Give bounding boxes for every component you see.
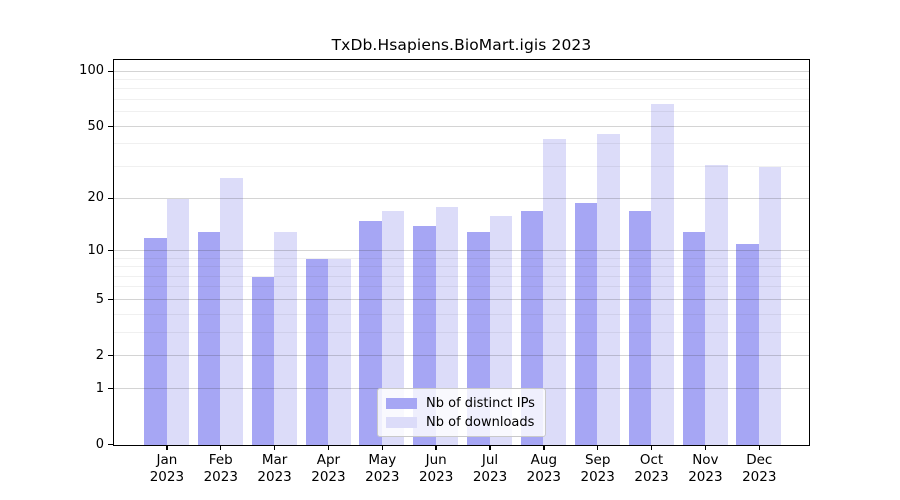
gridline-minor [114,286,809,288]
legend-swatch-distinct-ips [386,397,417,409]
gridline-minor [114,143,809,145]
bar-distinct-ips [736,244,759,445]
gridline-major [114,125,809,127]
x-tick-label: Jul 2023 [472,452,508,485]
gridline-minor [114,166,809,167]
bar-downloads [435,206,459,445]
bar-downloads [220,178,243,445]
legend: Nb of distinct IPs Nb of downloads [377,388,546,437]
gridline-major [114,249,809,251]
bar-downloads [489,215,513,445]
x-tick-label: May 2023 [365,452,400,485]
gridline-minor [114,78,809,80]
bar-distinct-ips [251,276,275,445]
gridline-major [114,354,809,356]
bar-downloads [328,258,351,445]
legend-label-downloads: Nb of downloads [426,414,535,430]
legend-label-distinct-ips: Nb of distinct IPs [426,395,535,411]
x-tick-mark [704,446,707,450]
y-tick-mark [108,443,113,446]
y-tick-mark [108,299,113,301]
bar-downloads [705,164,728,445]
gridline-minor [114,98,809,100]
bar-downloads [597,133,620,445]
y-tick-mark [108,197,113,200]
y-tick-mark [108,387,113,390]
x-tick-label: Oct 2023 [634,452,669,485]
legend-swatch-downloads [386,416,417,428]
x-tick-mark [166,446,168,450]
x-tick-label: Dec 2023 [742,452,777,485]
bar-downloads [651,103,674,445]
gridline-minor [114,88,809,90]
x-tick-label: Sep 2023 [580,452,615,485]
bar-distinct-ips [682,231,705,445]
x-tick-label: Mar 2023 [257,452,292,485]
x-tick-label: Nov 2023 [688,452,723,485]
y-tick-label: 0 [95,436,104,452]
x-tick-mark [597,446,599,450]
gridline-minor [114,257,809,259]
x-tick-mark [435,446,437,450]
gridline-minor [114,275,809,277]
y-tick-label: 1 [95,380,104,396]
chart-title: TxDb.Hsapiens.BioMart.igis 2023 [331,36,592,54]
gridline-minor [114,111,809,113]
x-tick-label: Jan 2023 [149,452,185,485]
bar-distinct-ips [628,211,652,445]
bar-downloads [274,231,297,445]
x-tick-mark [273,446,276,450]
x-tick-label: Apr 2023 [311,452,346,485]
bar-distinct-ips [197,231,221,445]
gridline-major [114,298,809,300]
x-tick-mark [220,446,222,450]
x-tick-mark [489,446,491,450]
bar-distinct-ips [305,258,329,445]
plot-area [113,59,810,446]
bar-downloads [166,198,189,445]
gridline-major [114,197,809,199]
plot-inner [114,60,809,445]
x-tick-label: Jun 2023 [418,452,454,485]
gridline-minor [114,313,809,315]
bar-distinct-ips [359,220,382,445]
x-tick-mark [327,446,330,450]
y-tick-label: 5 [95,291,104,307]
y-tick-label: 100 [79,63,104,79]
x-tick-label: Feb 2023 [203,452,238,485]
legend-item-distinct-ips: Nb of distinct IPs [378,396,545,411]
x-tick-mark [650,446,653,450]
bar-distinct-ips [574,202,598,445]
y-tick-label: 10 [87,242,104,258]
x-tick-mark [758,446,760,450]
y-tick-mark [108,70,113,73]
bar-distinct-ips [520,211,544,445]
x-tick-mark [543,446,545,450]
bar-downloads [543,139,566,445]
bar-downloads [381,211,405,445]
x-tick-label: Aug 2023 [526,452,562,485]
y-tick-label: 50 [87,118,104,134]
gridline-minor [114,266,809,268]
y-tick-label: 2 [95,347,104,363]
y-tick-mark [108,249,113,252]
gridline-minor [114,331,809,333]
gridline-major [114,70,809,72]
y-tick-label: 20 [87,190,104,206]
bar-downloads [758,167,782,445]
bar-distinct-ips [144,237,167,445]
y-tick-mark [108,355,113,357]
legend-item-downloads: Nb of downloads [378,415,545,430]
y-tick-mark [108,125,113,128]
x-tick-mark [381,446,383,450]
